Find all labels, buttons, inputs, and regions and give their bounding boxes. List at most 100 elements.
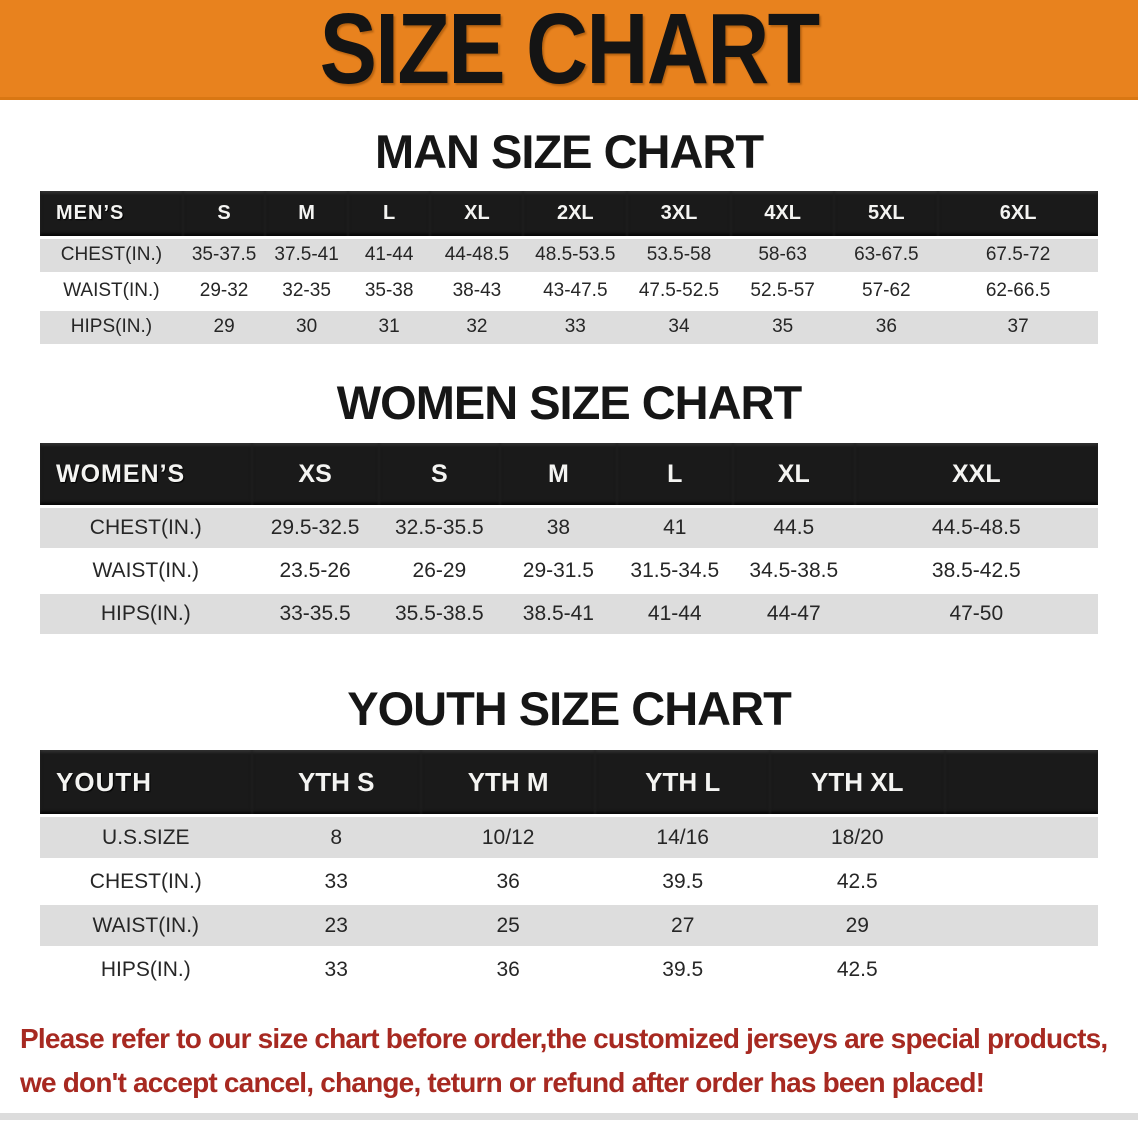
spacer-cell [944, 861, 1098, 903]
value-cell: 31.5-34.5 [616, 551, 733, 592]
value-cell: 29 [769, 905, 945, 947]
value-cell: 33-35.5 [251, 594, 379, 635]
value-cell: 29-31.5 [500, 551, 617, 592]
value-cell: 38.5-42.5 [854, 551, 1098, 592]
value-cell: 29-32 [182, 274, 266, 308]
value-cell: 41-44 [347, 238, 431, 272]
value-cell: 44.5 [732, 508, 855, 549]
value-cell: 36 [834, 310, 939, 344]
value-cell: 57-62 [834, 274, 939, 308]
value-cell: 38 [500, 508, 617, 549]
men-header-row: MEN’S S M L XL 2XL 3XL 4XL 5XL 6XL [40, 190, 1098, 236]
row-label: WAIST(IN.) [40, 905, 252, 947]
men-size-header: 6XL [938, 190, 1098, 236]
value-cell: 41-44 [616, 594, 733, 635]
size-chart-banner: SIZE CHART [0, 0, 1138, 100]
women-size-header: S [378, 443, 501, 506]
value-cell: 38.5-41 [500, 594, 617, 635]
row-label: CHEST(IN.) [40, 508, 252, 549]
value-cell: 58-63 [730, 238, 835, 272]
value-cell: 23 [251, 905, 421, 947]
youth-size-table: YOUTH YTH S YTH M YTH L YTH XL U.S.SIZE … [40, 747, 1098, 993]
youth-size-header: YTH XL [769, 750, 945, 815]
value-cell: 39.5 [595, 861, 770, 903]
row-label: CHEST(IN.) [40, 238, 183, 272]
men-corner-cell: MEN’S [40, 190, 183, 236]
youth-chest-row: CHEST(IN.) 33 36 39.5 42.5 [40, 861, 1098, 903]
footer-strip [0, 1113, 1138, 1121]
men-size-header: S [182, 190, 266, 236]
value-cell: 47-50 [854, 594, 1098, 635]
value-cell: 18/20 [769, 817, 945, 859]
value-cell: 48.5-53.5 [523, 238, 628, 272]
youth-section-heading: YOUTH SIZE CHART [347, 682, 792, 736]
value-cell: 26-29 [378, 551, 501, 592]
spacer-cell [944, 750, 1098, 815]
value-cell: 39.5 [595, 949, 770, 991]
value-cell: 37 [938, 310, 1098, 344]
men-size-table: MEN’S S M L XL 2XL 3XL 4XL 5XL 6XL CHEST… [40, 188, 1098, 347]
value-cell: 52.5-57 [730, 274, 835, 308]
spacer-cell [944, 949, 1098, 991]
value-cell: 35 [730, 310, 835, 344]
women-size-header: XL [732, 443, 855, 506]
women-size-header: XXL [854, 443, 1098, 506]
value-cell: 14/16 [595, 817, 770, 859]
women-chest-row: CHEST(IN.) 29.5-32.5 32.5-35.5 38 41 44.… [40, 508, 1098, 549]
value-cell: 32.5-35.5 [378, 508, 501, 549]
women-size-table: WOMEN’S XS S M L XL XXL CHEST(IN.) 29.5-… [40, 440, 1098, 637]
value-cell: 29 [182, 310, 266, 344]
row-label: HIPS(IN.) [40, 949, 252, 991]
women-section-heading: WOMEN SIZE CHART [336, 375, 802, 429]
women-size-header: L [616, 443, 733, 506]
row-label: CHEST(IN.) [40, 861, 252, 903]
value-cell: 30 [265, 310, 348, 344]
value-cell: 10/12 [420, 817, 596, 859]
disclaimer-line-1: Please refer to our size chart before or… [20, 1023, 1108, 1055]
value-cell: 63-67.5 [834, 238, 939, 272]
value-cell: 34.5-38.5 [732, 551, 855, 592]
youth-hips-row: HIPS(IN.) 33 36 39.5 42.5 [40, 949, 1098, 991]
value-cell: 34 [627, 310, 731, 344]
youth-corner-cell: YOUTH [40, 750, 252, 815]
row-label: U.S.SIZE [40, 817, 252, 859]
women-size-header: M [500, 443, 617, 506]
value-cell: 38-43 [430, 274, 524, 308]
row-label: WAIST(IN.) [40, 551, 252, 592]
men-size-header: 3XL [627, 190, 731, 236]
value-cell: 47.5-52.5 [627, 274, 731, 308]
banner-title: SIZE CHART [319, 0, 821, 105]
value-cell: 27 [595, 905, 770, 947]
value-cell: 67.5-72 [938, 238, 1098, 272]
value-cell: 62-66.5 [938, 274, 1098, 308]
disclaimer-line-2: we don't accept cancel, change, teturn o… [20, 1067, 985, 1099]
men-size-header: 4XL [730, 190, 835, 236]
value-cell: 29.5-32.5 [251, 508, 379, 549]
youth-header-row: YOUTH YTH S YTH M YTH L YTH XL [40, 750, 1098, 815]
value-cell: 31 [347, 310, 431, 344]
value-cell: 43-47.5 [523, 274, 628, 308]
value-cell: 23.5-26 [251, 551, 379, 592]
men-chest-row: CHEST(IN.) 35-37.5 37.5-41 41-44 44-48.5… [40, 238, 1098, 272]
value-cell: 44-47 [732, 594, 855, 635]
value-cell: 53.5-58 [627, 238, 731, 272]
row-label: HIPS(IN.) [40, 310, 183, 344]
value-cell: 8 [251, 817, 421, 859]
value-cell: 33 [523, 310, 628, 344]
men-size-header: M [265, 190, 348, 236]
disclaimer: Please refer to our size chart before or… [20, 1017, 1138, 1105]
men-section-heading: MAN SIZE CHART [374, 125, 764, 178]
row-label: HIPS(IN.) [40, 594, 252, 635]
men-size-header: L [347, 190, 431, 236]
women-size-header: XS [251, 443, 379, 506]
value-cell: 33 [251, 861, 421, 903]
youth-size-header: YTH L [595, 750, 770, 815]
men-size-header: XL [430, 190, 524, 236]
value-cell: 44.5-48.5 [854, 508, 1098, 549]
youth-ussize-row: U.S.SIZE 8 10/12 14/16 18/20 [40, 817, 1098, 859]
value-cell: 36 [420, 949, 596, 991]
value-cell: 35.5-38.5 [378, 594, 501, 635]
value-cell: 44-48.5 [430, 238, 524, 272]
men-size-header: 5XL [834, 190, 939, 236]
value-cell: 32-35 [265, 274, 348, 308]
